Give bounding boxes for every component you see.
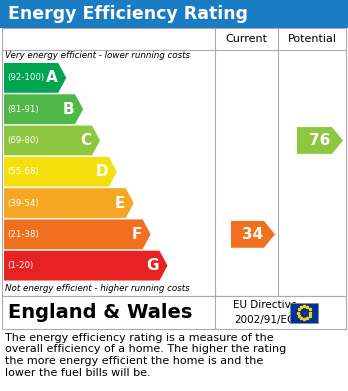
- Text: (1-20): (1-20): [7, 261, 33, 270]
- Text: B: B: [63, 102, 74, 117]
- Text: Current: Current: [226, 34, 268, 44]
- Text: England & Wales: England & Wales: [8, 303, 192, 322]
- Text: Potential: Potential: [287, 34, 337, 44]
- Text: (39-54): (39-54): [7, 199, 39, 208]
- Text: (81-91): (81-91): [7, 105, 39, 114]
- Polygon shape: [4, 251, 167, 280]
- Text: Very energy efficient - lower running costs: Very energy efficient - lower running co…: [5, 51, 190, 60]
- Text: 76: 76: [309, 133, 331, 148]
- Text: F: F: [131, 227, 142, 242]
- Text: (69-80): (69-80): [7, 136, 39, 145]
- Text: D: D: [95, 164, 108, 179]
- Bar: [2, 28, 346, 296]
- Polygon shape: [4, 63, 66, 93]
- Polygon shape: [4, 219, 151, 249]
- Polygon shape: [4, 188, 134, 218]
- Text: The energy efficiency rating is a measure of the: The energy efficiency rating is a measur…: [5, 333, 274, 343]
- Text: G: G: [146, 258, 159, 273]
- Text: (92-100): (92-100): [7, 74, 44, 83]
- Text: Energy Efficiency Rating: Energy Efficiency Rating: [8, 5, 248, 23]
- Text: A: A: [46, 70, 57, 85]
- Text: 34: 34: [242, 227, 264, 242]
- Text: the more energy efficient the home is and the: the more energy efficient the home is an…: [5, 356, 263, 366]
- Bar: [290, 303, 318, 323]
- Text: Not energy efficient - higher running costs: Not energy efficient - higher running co…: [5, 284, 190, 293]
- Text: overall efficiency of a home. The higher the rating: overall efficiency of a home. The higher…: [5, 344, 286, 355]
- Text: C: C: [80, 133, 91, 148]
- Text: lower the fuel bills will be.: lower the fuel bills will be.: [5, 368, 151, 377]
- Polygon shape: [4, 157, 117, 187]
- Bar: [0, 0, 348, 28]
- Polygon shape: [4, 126, 100, 155]
- Bar: [2, 296, 346, 329]
- Text: 2002/91/EC: 2002/91/EC: [235, 315, 295, 325]
- Text: E: E: [114, 196, 125, 210]
- Text: (55-68): (55-68): [7, 167, 39, 176]
- Polygon shape: [4, 94, 83, 124]
- Polygon shape: [231, 221, 275, 248]
- Text: EU Directive: EU Directive: [233, 300, 297, 310]
- Text: (21-38): (21-38): [7, 230, 39, 239]
- Polygon shape: [297, 127, 343, 154]
